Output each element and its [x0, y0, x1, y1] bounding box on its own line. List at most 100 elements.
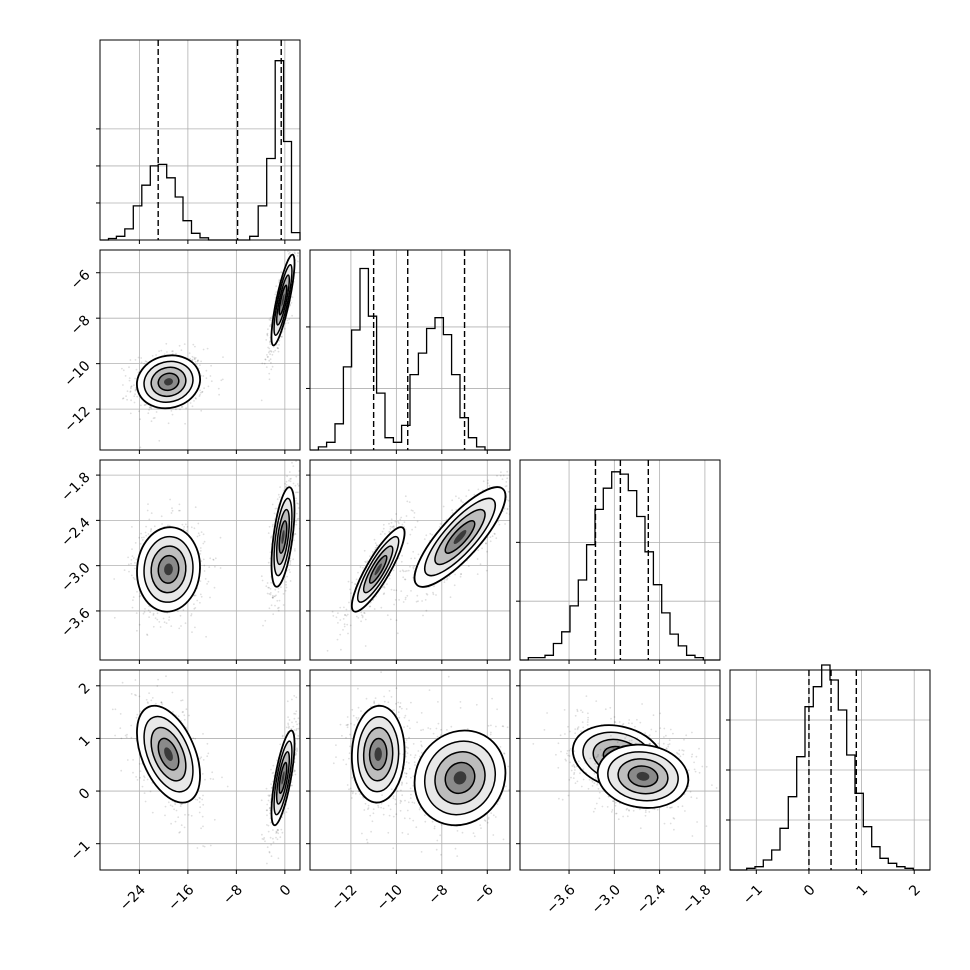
scatter-point — [368, 605, 371, 608]
scatter-point — [125, 395, 127, 397]
scatter-point — [120, 769, 123, 772]
scatter-point — [171, 691, 174, 694]
scatter-point — [364, 618, 367, 621]
scatter-point — [406, 594, 409, 597]
scatter-point — [144, 608, 146, 610]
scatter-point — [171, 350, 174, 353]
panel-frame — [99, 249, 301, 451]
scatter-point — [261, 362, 264, 365]
scatter-point — [270, 350, 273, 353]
scatter-point — [344, 614, 346, 616]
scatter-point — [513, 496, 515, 498]
scatter-point — [431, 533, 433, 536]
scatter-point — [374, 542, 377, 544]
scatter-point — [494, 533, 496, 535]
scatter-point — [200, 827, 203, 830]
scatter-point — [407, 569, 410, 572]
scatter-point — [335, 616, 338, 619]
scatter-point — [266, 592, 269, 595]
scatter-point — [397, 520, 399, 523]
scatter-point — [347, 580, 350, 583]
scatter-point — [160, 701, 163, 704]
scatter-point — [133, 395, 136, 398]
scatter-point — [348, 601, 350, 604]
scatter-point — [273, 512, 276, 515]
scatter-point — [376, 544, 379, 547]
scatter-point — [293, 695, 296, 697]
scatter-point — [150, 512, 153, 514]
scatter-point — [113, 616, 116, 619]
scatter-point — [202, 794, 204, 797]
scatter-point — [288, 251, 291, 254]
scatter-point — [139, 776, 142, 779]
scatter-point — [133, 578, 136, 580]
scatter-point — [94, 380, 96, 382]
scatter-point — [289, 563, 292, 566]
scatter-point — [297, 247, 299, 249]
scatter-point — [210, 364, 213, 367]
scatter-point — [277, 347, 280, 350]
scatter-point — [210, 380, 213, 383]
scatter-point — [271, 596, 274, 599]
scatter-point — [139, 418, 142, 421]
scatter-point — [302, 484, 304, 486]
scatter-point — [152, 625, 155, 628]
scatter-point — [267, 532, 270, 534]
scatter-point — [180, 803, 182, 806]
scatter-point — [284, 327, 286, 330]
scatter-point — [126, 759, 129, 761]
scatter-point — [190, 614, 193, 617]
scatter-point — [207, 752, 210, 755]
scatter-point — [177, 610, 179, 613]
scatter-point — [383, 592, 386, 595]
scatter-point — [389, 618, 392, 621]
scatter-point — [270, 535, 273, 538]
scatter-point — [295, 521, 297, 523]
scatter-point — [360, 620, 362, 623]
scatter-point — [268, 525, 271, 528]
scatter-point — [167, 801, 170, 804]
scatter-point — [209, 375, 212, 377]
scatter-point — [425, 609, 428, 612]
scatter-point — [375, 595, 377, 598]
scatter-panel-1-0 — [94, 247, 301, 454]
scatter-point — [162, 617, 165, 620]
scatter-point — [156, 612, 159, 615]
scatter-point — [131, 548, 133, 550]
panel-frame — [309, 459, 511, 661]
scatter-point — [297, 252, 300, 255]
scatter-point — [201, 815, 204, 818]
scatter-point — [168, 616, 171, 619]
scatter-point — [192, 343, 195, 346]
panel-background — [310, 460, 510, 660]
scatter-point — [296, 491, 298, 494]
scatter-point — [200, 595, 203, 598]
scatter-point — [294, 519, 297, 522]
scatter-point — [425, 592, 428, 595]
scatter-point — [267, 561, 270, 564]
scatter-point — [513, 493, 515, 495]
scatter-point — [199, 550, 202, 552]
scatter-point — [189, 402, 192, 404]
scatter-point — [272, 346, 275, 348]
scatter-point — [383, 586, 386, 589]
scatter-point — [126, 398, 128, 401]
scatter-point — [497, 520, 500, 523]
scatter-point — [269, 316, 272, 319]
panel-frame — [729, 669, 931, 871]
scatter-point — [500, 471, 502, 474]
scatter-point — [160, 701, 163, 704]
scatter-point — [184, 813, 186, 816]
scatter-point — [146, 509, 149, 512]
scatter-point — [264, 358, 267, 361]
scatter-point — [280, 586, 282, 589]
scatter-point — [269, 812, 271, 815]
scatter-point — [432, 593, 435, 596]
scatter-point — [284, 589, 287, 592]
scatter-point — [130, 562, 133, 565]
scatter-point — [505, 512, 508, 515]
scatter-point — [267, 351, 270, 354]
scatter-point — [121, 367, 123, 370]
scatter-point — [157, 678, 160, 681]
scatter-point — [279, 836, 282, 839]
